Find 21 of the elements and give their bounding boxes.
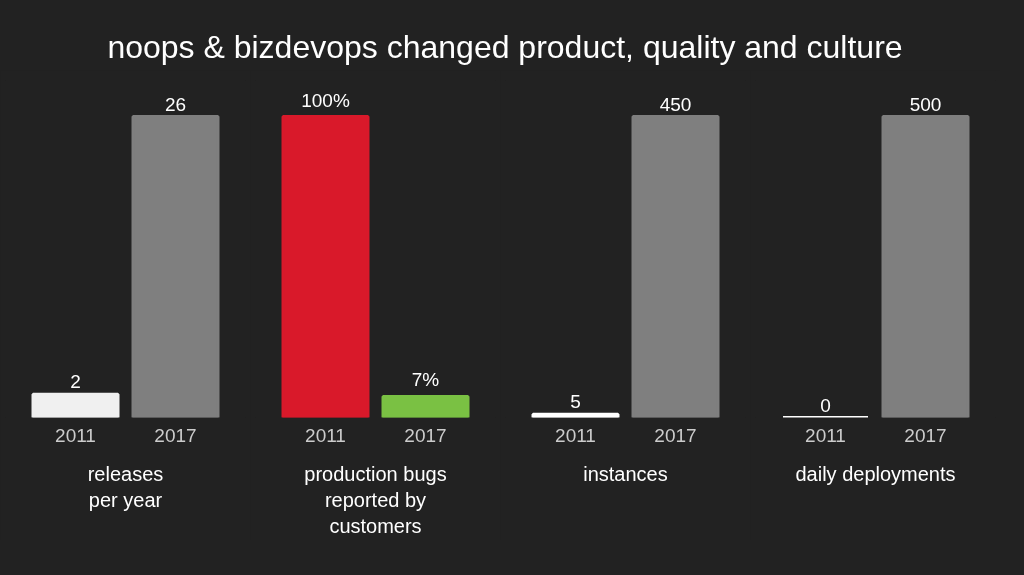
- x-tick-label: 2011: [555, 424, 596, 446]
- data-label: 26: [164, 93, 187, 115]
- data-label: 450: [659, 93, 692, 115]
- data-label: 100%: [301, 89, 350, 111]
- data-label: 5: [570, 391, 581, 413]
- x-tick-label: 2017: [654, 424, 697, 446]
- x-tick-label: 2011: [55, 424, 96, 446]
- x-tick-label: 2017: [154, 424, 197, 446]
- x-tick-label: 2017: [404, 424, 447, 446]
- data-label: 7%: [411, 369, 440, 391]
- x-axis-title: production bugs reported by customers: [304, 462, 447, 538]
- data-label: 500: [909, 93, 942, 115]
- x-axis-title: instances: [583, 462, 668, 485]
- x-axis-title: daily deployments: [795, 462, 956, 485]
- data-label: 0: [820, 394, 831, 416]
- text: noops & bizdevops changed product, quality and culture: [107, 28, 903, 67]
- x-tick-label: 2017: [904, 424, 947, 446]
- x-tick-label: 2011: [305, 424, 346, 446]
- x-tick-label: 2011: [805, 424, 846, 446]
- x-axis-title: releases per year: [87, 462, 164, 511]
- data-label: 2: [70, 371, 81, 393]
